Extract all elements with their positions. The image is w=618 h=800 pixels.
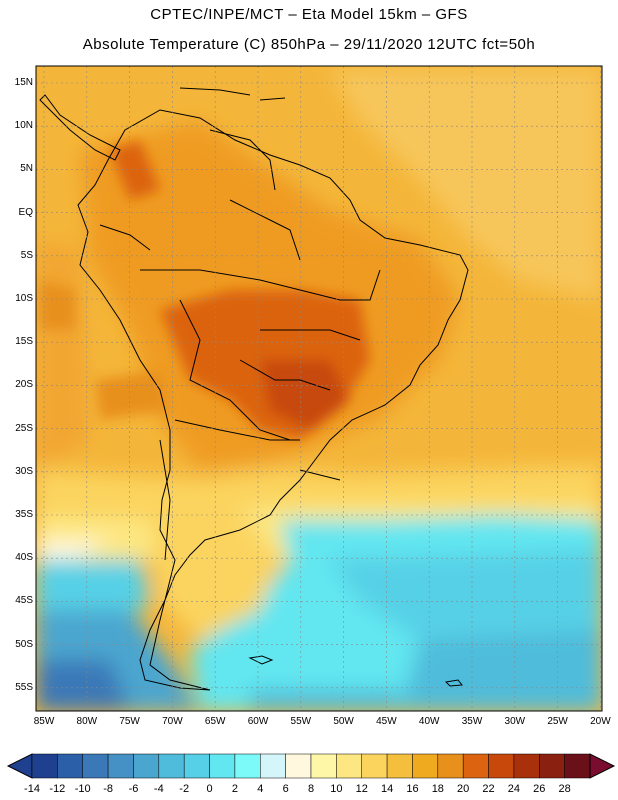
lat-label: 15S	[15, 336, 33, 348]
colorbar-label: 2	[231, 783, 238, 795]
colorbar-swatch	[488, 753, 515, 779]
colorbar	[6, 753, 616, 779]
lon-label: 20W	[590, 716, 611, 727]
lon-label: 50W	[333, 716, 354, 727]
colorbar-label: 28	[558, 783, 571, 795]
colorbar-swatch	[82, 753, 109, 779]
map-frame	[35, 65, 603, 712]
colorbar-swatch	[513, 753, 540, 779]
lat-label: 40S	[15, 552, 33, 564]
colorbar-swatch	[336, 753, 362, 779]
lon-label: 75W	[119, 716, 140, 727]
colorbar-label: 10	[330, 783, 343, 795]
lat-label: 50S	[15, 638, 33, 650]
colorbar-swatch	[57, 753, 83, 779]
lat-label: 15N	[14, 77, 33, 88]
colorbar-swatch	[158, 753, 185, 779]
colorbar-label: 24	[507, 783, 521, 795]
colorbar-swatch	[107, 753, 134, 779]
lat-label: 45S	[15, 595, 33, 607]
lat-label: 20S	[15, 379, 33, 391]
colorbar-label: -8	[103, 783, 113, 795]
colorbar-label: 4	[257, 783, 264, 795]
colorbar-label: 18	[431, 783, 444, 795]
colorbar-swatch	[564, 753, 591, 779]
colorbar-swatch	[437, 753, 464, 779]
lon-label: 65W	[204, 716, 226, 727]
country-borders	[39, 87, 469, 691]
lat-label: 5S	[20, 249, 33, 261]
lat-label: 30S	[15, 465, 33, 477]
lat-label: 10S	[15, 293, 33, 304]
colorbar-label: 26	[533, 783, 546, 795]
lon-label: 60W	[247, 716, 269, 727]
colorbar-swatch	[539, 753, 565, 779]
lat-label: 35S	[15, 509, 33, 520]
lat-label: 5N	[20, 163, 33, 175]
lat-label: EQ	[18, 206, 33, 218]
colorbar-label: -10	[74, 783, 91, 795]
colorbar-swatch	[462, 753, 489, 779]
colorbar-label: -6	[128, 783, 139, 795]
colorbar-swatch	[260, 753, 286, 779]
colorbar-swatch	[183, 753, 210, 779]
colorbar-swatch	[133, 753, 160, 779]
lat-label: 10N	[14, 120, 33, 132]
colorbar-swatch	[31, 753, 58, 779]
colorbar-label: -14	[24, 783, 40, 795]
lon-label: 45W	[376, 716, 397, 727]
colorbar-label: 20	[457, 783, 470, 795]
lon-label: 55W	[290, 716, 312, 727]
lon-label: 25W	[547, 716, 568, 727]
colorbar-label: 16	[406, 783, 419, 795]
lat-label: 55S	[15, 681, 33, 693]
colorbar-label: -12	[49, 783, 66, 795]
temperature-field	[36, 66, 602, 711]
colorbar-label: 22	[482, 783, 495, 795]
lon-label: 80W	[76, 716, 98, 727]
colorbar-label: 12	[355, 783, 368, 795]
lon-label: 35W	[461, 716, 483, 727]
colorbar-swatch	[386, 753, 413, 779]
colorbar-swatch	[285, 753, 312, 779]
colorbar-label: 6	[282, 783, 289, 795]
lon-label: 40W	[418, 716, 440, 727]
colorbar-high-arrow	[589, 753, 616, 779]
lon-label: 30W	[504, 716, 526, 727]
colorbar-label: 8	[307, 783, 315, 795]
colorbar-swatch	[361, 753, 388, 779]
grid-lines	[36, 66, 602, 711]
lon-label: 70W	[162, 716, 183, 727]
lon-label: 85W	[33, 716, 55, 727]
map-title: CPTEC/INPE/MCT – Eta Model 15km – GFS	[150, 6, 468, 23]
map-subtitle: Absolute Temperature (C) 850hPa – 29/11/…	[82, 36, 536, 53]
colorbar-swatch	[209, 753, 236, 779]
colorbar-label: 0	[206, 783, 213, 795]
colorbar-swatch	[234, 753, 261, 779]
lat-label: 25S	[15, 422, 33, 434]
colorbar-label: 14	[380, 783, 394, 795]
colorbar-label: -2	[179, 783, 190, 795]
colorbar-low-arrow	[6, 753, 33, 779]
colorbar-label: -4	[153, 783, 164, 795]
colorbar-swatch	[310, 753, 337, 779]
colorbar-swatch	[412, 753, 439, 779]
